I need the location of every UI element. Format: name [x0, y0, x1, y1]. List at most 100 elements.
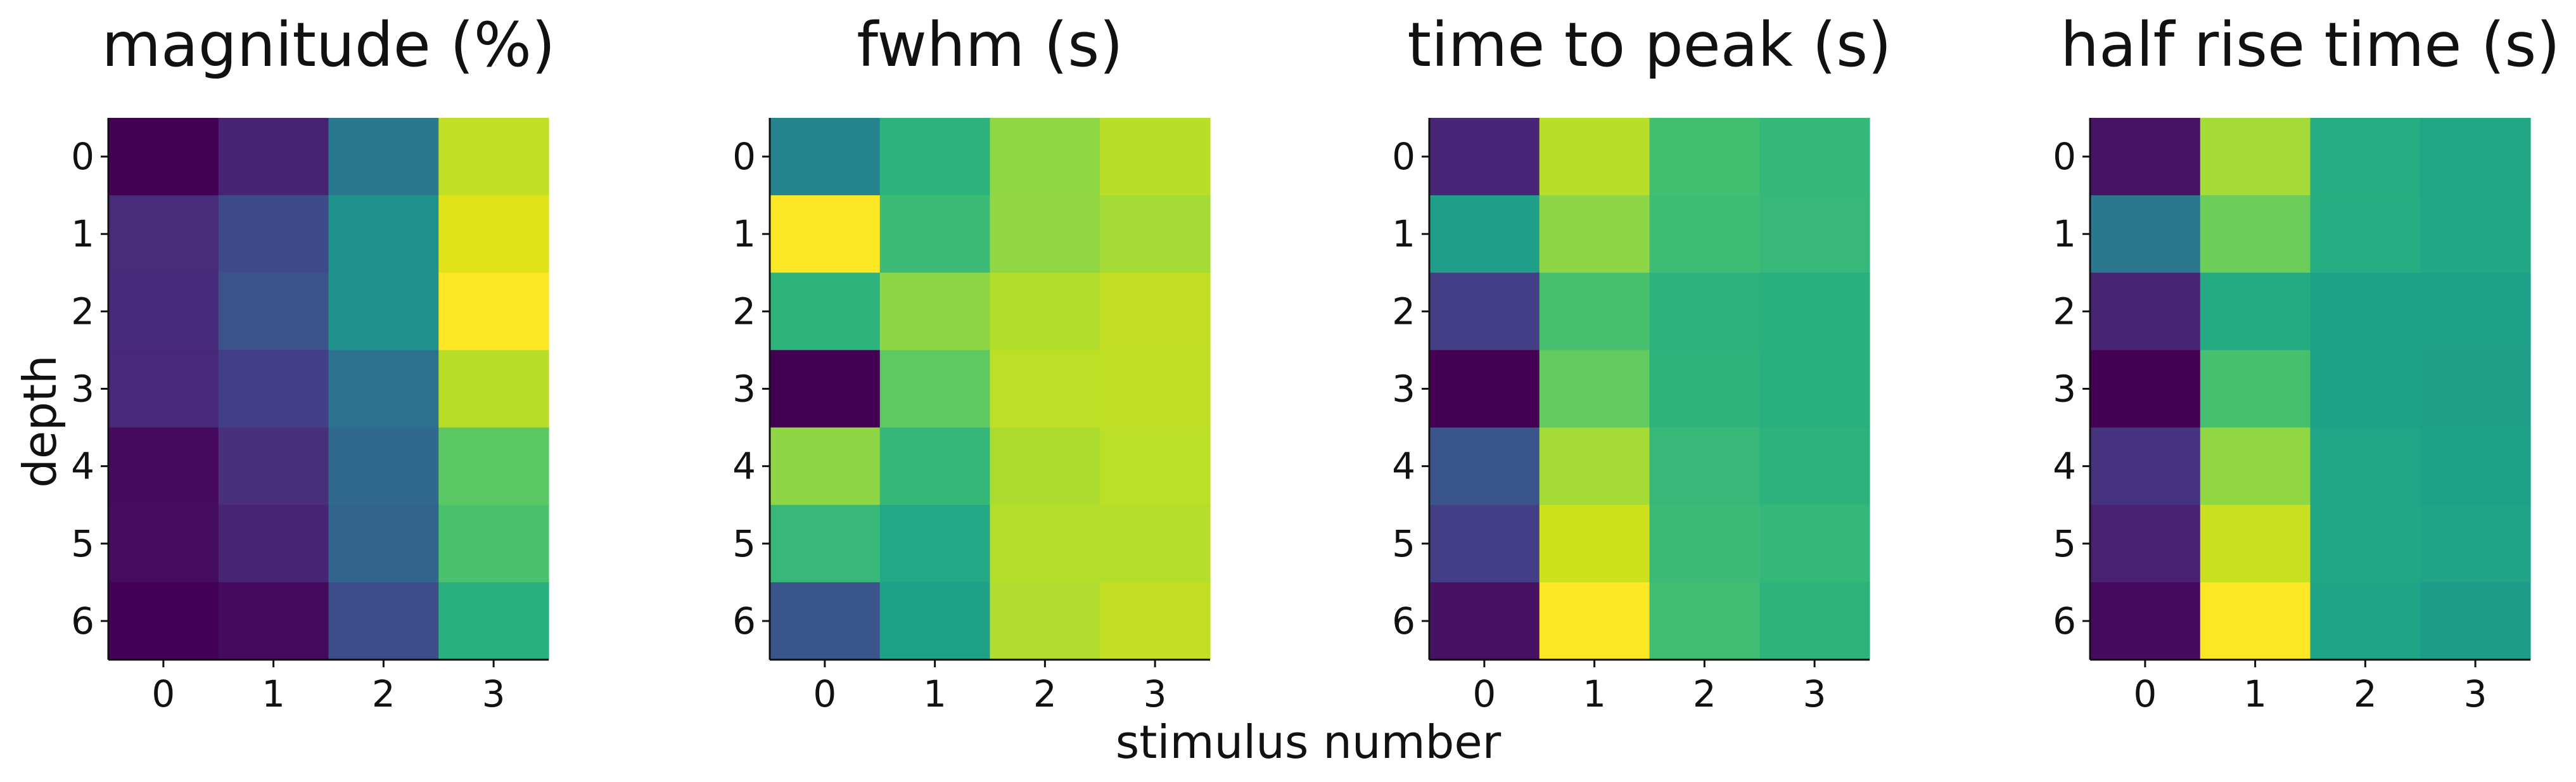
- heatmap-cell: [218, 427, 329, 506]
- heatmap-cell: [108, 504, 219, 583]
- heatmap-panel: half rise time (s) 0 1 2 3 4 5 6 0 1 2 3: [2053, 10, 2560, 715]
- heatmap-cell: [770, 350, 881, 428]
- heatmap-cell: [990, 272, 1100, 351]
- x-tick-label: 1: [1583, 672, 1606, 715]
- heatmap-cell: [108, 427, 219, 506]
- panel-title: time to peak (s): [1407, 10, 1891, 80]
- panel-title: half rise time (s): [2060, 10, 2560, 80]
- x-tick-label: 3: [2464, 672, 2487, 715]
- x-tick-label: 0: [151, 672, 175, 715]
- heatmap-cell: [2090, 195, 2201, 273]
- heatmap-cell: [218, 582, 329, 660]
- heatmap-cell: [2200, 582, 2311, 660]
- heatmap-cell: [1100, 582, 1211, 660]
- x-axis-label: stimulus number: [1116, 715, 1502, 769]
- heatmap-cell: [879, 504, 991, 583]
- y-tick-label: 6: [2053, 599, 2076, 643]
- heatmap-cell: [879, 582, 991, 660]
- heatmap-cell: [1429, 118, 1540, 196]
- heatmap-cell: [2310, 582, 2421, 660]
- y-tick-label: 5: [1392, 522, 1415, 565]
- x-tick-label: 2: [1693, 672, 1716, 715]
- heatmap-cell: [1100, 427, 1211, 506]
- heatmap-cell: [1429, 272, 1540, 351]
- heatmap-panel: magnitude (%) 0 1 2 3 4 5 6 0 1 2 3: [71, 10, 555, 715]
- y-tick-label: 1: [732, 212, 756, 255]
- y-tick-label: 1: [71, 212, 94, 255]
- x-tick-label: 3: [1144, 672, 1167, 715]
- y-tick-label: 3: [732, 368, 756, 411]
- heatmap-cell: [2200, 272, 2311, 351]
- y-tick-label: 0: [732, 135, 756, 178]
- heatmap-cell: [1759, 427, 1870, 506]
- heatmap-cell: [218, 118, 329, 196]
- heatmap-cell: [328, 504, 439, 583]
- heatmap-cell: [1759, 272, 1870, 351]
- x-tick-label: 1: [2243, 672, 2267, 715]
- heatmap-cell: [2420, 272, 2531, 351]
- heatmap-cell: [438, 504, 549, 583]
- heatmap-cell: [1649, 350, 1760, 428]
- heatmap-cell: [2090, 504, 2201, 583]
- heatmap-cell: [2310, 118, 2421, 196]
- heatmap-cell: [218, 272, 329, 351]
- heatmap-cell: [2090, 118, 2201, 196]
- heatmap-cell: [108, 272, 219, 351]
- heatmap-cell: [879, 195, 991, 273]
- y-tick-label: 3: [1392, 368, 1415, 411]
- heatmap-cell: [2420, 350, 2531, 428]
- x-tick-label: 2: [372, 672, 395, 715]
- y-tick-label: 4: [2053, 445, 2076, 488]
- heatmap-cell: [2200, 195, 2311, 273]
- heatmap-panel: fwhm (s) 0 1 2 3 4 5 6 0 1 2 3: [732, 10, 1211, 715]
- x-tick-label: 0: [813, 672, 836, 715]
- heatmap-cell: [1649, 272, 1760, 351]
- heatmap-cell: [218, 195, 329, 273]
- x-tick-label: 0: [1472, 672, 1496, 715]
- heatmap-cell: [438, 195, 549, 273]
- heatmap-cell: [879, 350, 991, 428]
- heatmap-cell: [770, 582, 881, 660]
- x-tick-label: 0: [2133, 672, 2157, 715]
- y-tick-label: 2: [71, 290, 94, 333]
- heatmap-cell: [2200, 118, 2311, 196]
- heatmap-cell: [2090, 582, 2201, 660]
- x-tick-label: 3: [482, 672, 506, 715]
- heatmap-cell: [990, 582, 1100, 660]
- heatmap-cell: [770, 118, 881, 196]
- heatmap-cell: [1429, 504, 1540, 583]
- y-tick-label: 2: [2053, 290, 2076, 333]
- panel-title: magnitude (%): [102, 10, 556, 80]
- heatmap-cell: [1429, 195, 1540, 273]
- heatmap-cell: [2420, 195, 2531, 273]
- y-tick-label: 4: [1392, 445, 1415, 488]
- heatmap-cell: [879, 118, 991, 196]
- heatmap-cell: [1100, 504, 1211, 583]
- heatmap-cell: [2090, 272, 2201, 351]
- heatmap-cell: [770, 272, 881, 351]
- heatmap-cell: [1539, 582, 1650, 660]
- heatmap-cell: [438, 427, 549, 506]
- panel-title: fwhm (s): [857, 10, 1123, 80]
- heatmap-cell: [1539, 272, 1650, 351]
- heatmap-cell: [328, 118, 439, 196]
- heatmap-cell: [1539, 118, 1650, 196]
- heatmap-cell: [1759, 504, 1870, 583]
- x-tick-label: 3: [1803, 672, 1827, 715]
- heatmap-cell: [770, 504, 881, 583]
- heatmap-cell: [438, 350, 549, 428]
- heatmap-cell: [1429, 427, 1540, 506]
- heatmap-cell: [879, 272, 991, 351]
- heatmap-cell: [2200, 504, 2311, 583]
- heatmap-cell: [328, 350, 439, 428]
- y-tick-label: 6: [71, 599, 94, 643]
- heatmap-cell: [2310, 350, 2421, 428]
- heatmap-cell: [1759, 118, 1870, 196]
- heatmap-cell: [1100, 350, 1211, 428]
- heatmap-cell: [1759, 350, 1870, 428]
- y-tick-label: 0: [1392, 135, 1415, 178]
- y-tick-label: 6: [732, 599, 756, 643]
- heatmap-cell: [438, 582, 549, 660]
- heatmap-cell: [1100, 195, 1211, 273]
- heatmap-cell: [328, 427, 439, 506]
